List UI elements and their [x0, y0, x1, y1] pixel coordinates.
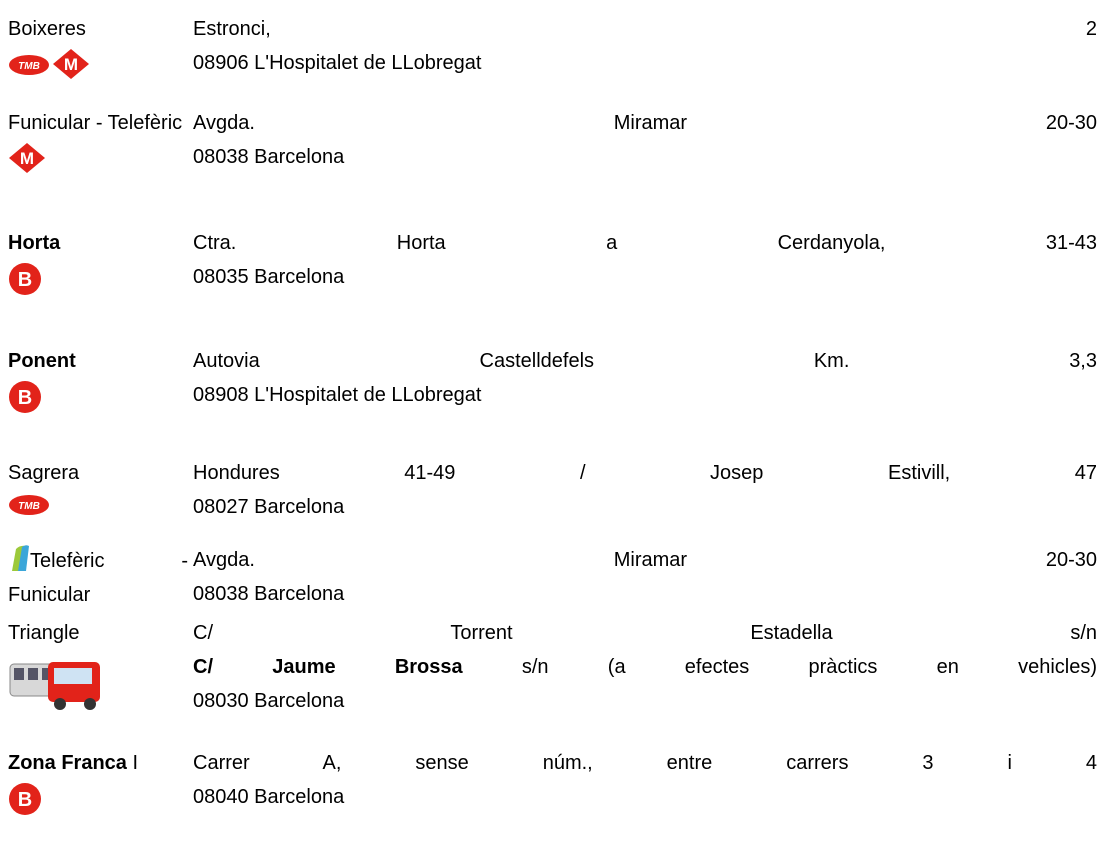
depot-name: Funicular - Telefèric M [8, 106, 188, 174]
address-line: 08040 Barcelona [193, 786, 345, 808]
name-text: Telefèric - Funicular [8, 550, 188, 606]
svg-text:B: B [18, 269, 32, 291]
depot-name: Telefèric - Funicular [8, 543, 188, 612]
cable-car-icon [12, 545, 29, 571]
address-line: C/ Torrent Estadella s/n [193, 622, 1097, 644]
address-bold: C/ Jaume Brossa [193, 656, 463, 678]
bus-icon: B [9, 381, 41, 413]
address-line: Avgda. Miramar 20-30 [193, 112, 1097, 134]
address-line: Hondures 41-49 / Josep Estivill, 47 [193, 462, 1097, 484]
name-suffix: I [132, 752, 139, 774]
name-text: Funicular - Telefèric [8, 112, 183, 134]
address: Avgda. Miramar 20-30 08038 Barcelona [193, 106, 1097, 174]
metro-icon: M [53, 49, 89, 79]
address: Avgda. Miramar 20-30 08038 Barcelona [193, 543, 1097, 611]
tmb-icon: TMB [9, 495, 49, 515]
depot-name: Ponent B [8, 344, 188, 414]
address: Autovia Castelldefels Km. 3,3 08908 L'Hos… [193, 344, 1097, 412]
address-line: Carrer A, sense núm., entre carrers 3 i … [193, 752, 1097, 774]
icons: B [8, 380, 188, 414]
icons: M [8, 142, 188, 174]
name-text: Horta [8, 232, 61, 254]
svg-text:TMB: TMB [18, 501, 40, 512]
address-line: 08906 L'Hospitalet de LLobregat [193, 52, 482, 74]
address-line: 08030 Barcelona [193, 690, 345, 712]
svg-text:B: B [18, 387, 32, 409]
address-line: Ctra. Horta a Cerdanyola, 31-43 [193, 232, 1097, 254]
address-line: 08038 Barcelona [193, 583, 345, 605]
depot-name: Horta B [8, 226, 188, 296]
address: Hondures 41-49 / Josep Estivill, 47 08027… [193, 456, 1097, 524]
address-line: Autovia Castelldefels Km. 3,3 [193, 350, 1097, 372]
svg-text:B: B [18, 789, 32, 811]
name-text: Triangle [8, 622, 80, 644]
address-line: Avgda. Miramar 20-30 [193, 549, 1097, 571]
svg-text:M: M [20, 149, 34, 168]
address-line: 08908 L'Hospitalet de LLobregat [193, 384, 482, 406]
bus-icon: B [9, 783, 41, 815]
icons: B [8, 782, 188, 816]
address: Ctra. Horta a Cerdanyola, 31-43 08035 Bar… [193, 226, 1097, 294]
bus-icon: B [9, 263, 41, 295]
icons [8, 652, 188, 714]
svg-text:TMB: TMB [18, 61, 40, 72]
name-text: Ponent [8, 350, 76, 372]
name-text: Boixeres [8, 18, 86, 40]
vehicles-icon [9, 662, 100, 710]
name-text: Zona Franca [8, 752, 127, 774]
address: Estronci, 2 08906 L'Hospitalet de LLobreg… [193, 12, 1097, 80]
tmb-icon: TMB [9, 55, 49, 75]
address-line: 08035 Barcelona [193, 266, 345, 288]
address-line: Estronci, 2 [193, 18, 1097, 40]
depot-name: Triangle [8, 616, 188, 714]
icons: TMB M [8, 48, 188, 80]
depot-name: Boixeres TMB M [8, 12, 188, 80]
depot-name: Sagrera TMB [8, 456, 188, 518]
metro-icon: M [9, 143, 45, 173]
svg-text:M: M [64, 55, 78, 74]
name-text: Sagrera [8, 462, 80, 484]
address-text: s/n (a efectes pràctics en vehicles) [521, 656, 1098, 678]
address: C/ Torrent Estadella s/n C/ Jaume Brossa … [193, 616, 1097, 718]
address: Carrer A, sense núm., entre carrers 3 i … [193, 746, 1097, 814]
icons: B [8, 262, 188, 296]
address-line: 08038 Barcelona [193, 146, 345, 168]
depot-name: Zona Franca I B [8, 746, 188, 816]
address-line: C/ Jaume Brossa s/n (a efectes pràctics … [193, 650, 1097, 684]
address-line: 08027 Barcelona [193, 496, 345, 518]
icons: TMB [8, 492, 188, 518]
